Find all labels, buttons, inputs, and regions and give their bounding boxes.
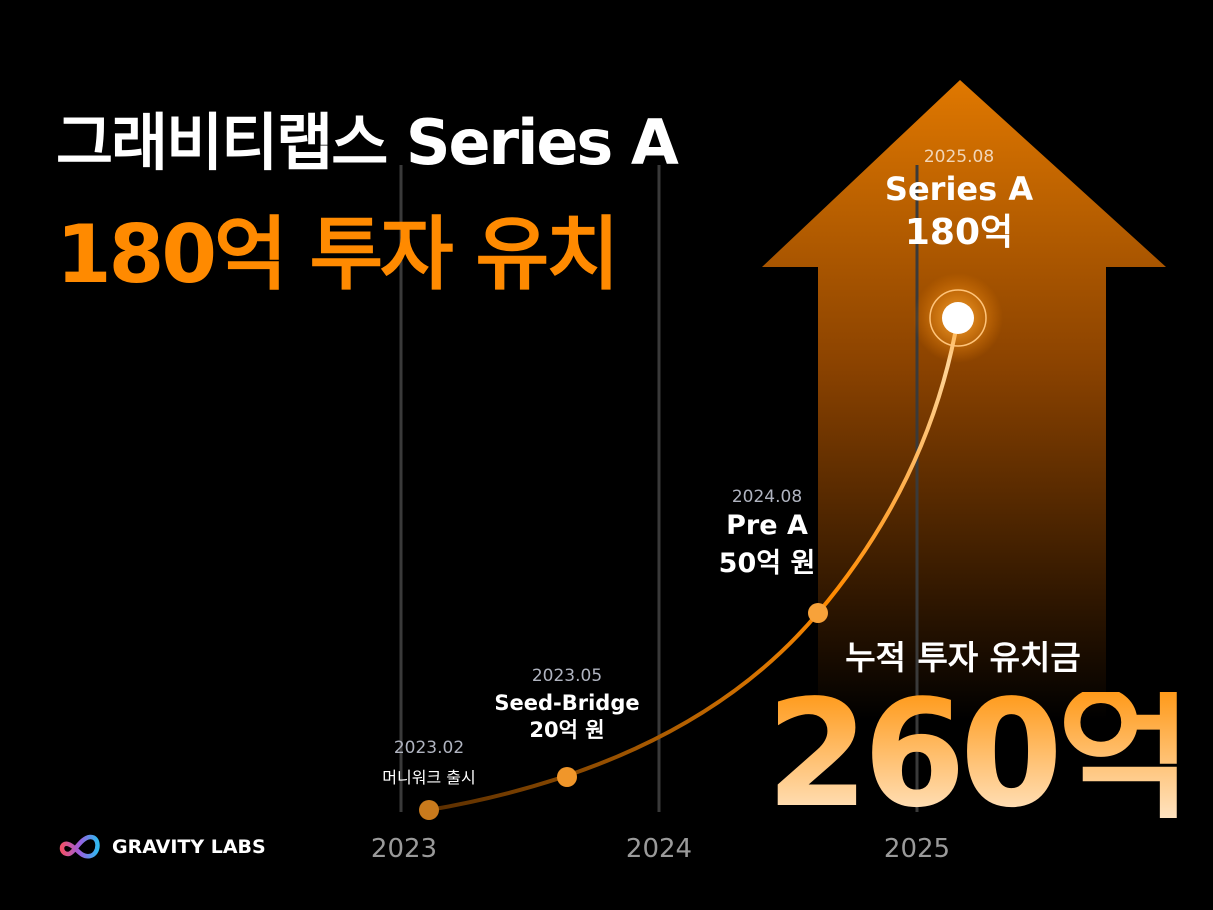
milestone-series-a: 2025.08 Series A 180억 bbox=[885, 147, 1033, 255]
milestone-seed-bridge: 2023.05 Seed-Bridge 20억 원 bbox=[494, 666, 639, 744]
infinity-logo-icon bbox=[59, 834, 100, 859]
milestone-amount: 50억 원 bbox=[718, 548, 816, 579]
milestone-date: 2023.02 bbox=[393, 738, 465, 758]
point-2025-08 bbox=[942, 302, 974, 334]
milestone-label: Seed-Bridge bbox=[494, 691, 640, 715]
milestone-label: Series A bbox=[884, 170, 1034, 208]
headline-amount: 180억 투자 유치 bbox=[56, 208, 620, 301]
year-label-2023: 2023 bbox=[370, 834, 438, 864]
brand-name: GRAVITY LABS bbox=[112, 836, 266, 858]
headline-title: 그래비티랩스 Series A bbox=[56, 106, 679, 179]
milestone-date: 2024.08 bbox=[731, 487, 803, 507]
point-2024-08 bbox=[808, 603, 828, 623]
cumulative-label: 누적 투자 유치금 bbox=[845, 638, 1081, 677]
year-label-2024: 2024 bbox=[625, 834, 693, 864]
year-label-2025: 2025 bbox=[883, 834, 951, 864]
growth-arrow bbox=[762, 80, 1166, 720]
point-2023-05 bbox=[557, 767, 577, 787]
milestone-date: 2023.05 bbox=[531, 666, 603, 686]
point-ring bbox=[929, 289, 987, 347]
cumulative-value: 260억 bbox=[766, 668, 1193, 840]
milestone-date: 2025.08 bbox=[923, 147, 995, 167]
point-2023-02 bbox=[419, 800, 439, 820]
milestone-label: 머니워크 출시 bbox=[382, 768, 476, 787]
milestone-pre-a: 2024.08 Pre A 50억 원 bbox=[719, 487, 816, 583]
milestone-amount: 180억 bbox=[904, 212, 1014, 253]
milestone-launch: 2023.02 머니워크 출시 bbox=[382, 738, 475, 788]
milestone-amount: 20억 원 bbox=[529, 718, 605, 742]
milestone-label: Pre A bbox=[726, 510, 808, 541]
brand-logo: GRAVITY LABS bbox=[56, 832, 266, 862]
